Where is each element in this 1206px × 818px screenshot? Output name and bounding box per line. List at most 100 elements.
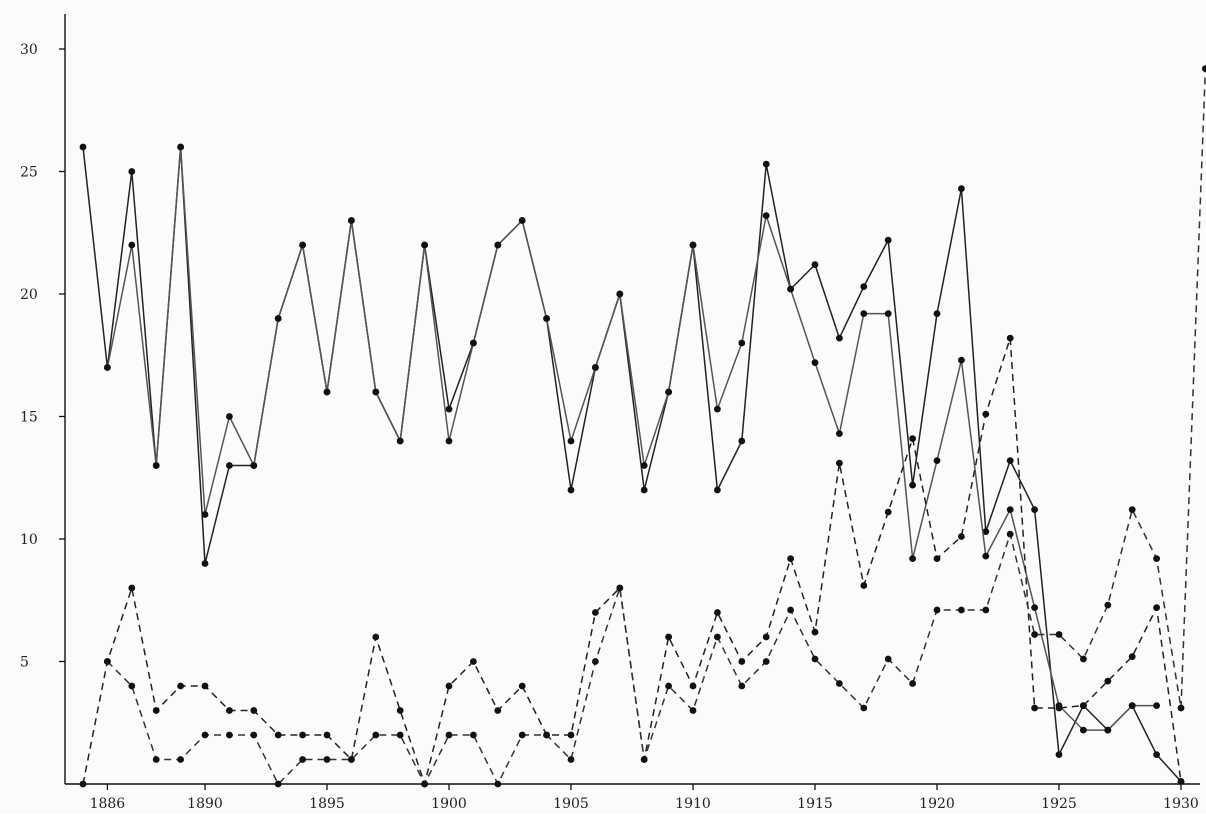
series-1-point [1055,751,1063,758]
series-2-point [714,405,721,413]
series-4-point [201,731,209,739]
series-2 [104,143,1160,734]
series-4-line [106,68,1206,785]
series-4-point [323,756,331,763]
series-2-point [909,555,916,562]
series-2-point [958,356,965,364]
y-tick-label: 25 [20,165,38,181]
series-3-point [177,682,185,690]
y-tick-label: 5 [20,655,29,671]
series-1-point [1006,457,1014,464]
series-4-point [128,682,136,690]
series-3-point [836,459,843,467]
series-1-point [640,486,648,494]
x-tick-label: 1890 [187,796,223,812]
series-4-point [348,756,355,763]
series-4-point [372,731,380,739]
series-3-point [323,731,331,739]
series-4-point [177,756,185,763]
series-2-point [982,552,990,560]
series-3-point [299,731,306,739]
series-3-point [372,633,380,641]
series-layer [79,65,1206,788]
series-1-point [445,405,453,413]
series-3-point [518,682,526,690]
series-2-point [128,241,136,249]
series-1-point [836,334,843,342]
series-3-point [201,682,209,690]
series-4-point [274,780,282,788]
series-3-point [396,707,404,714]
series-2-point [665,388,672,396]
series-1-point [567,486,575,494]
series-4-point [836,680,843,687]
series-3-point [787,555,794,562]
series-3-point [958,533,965,540]
series-4-point [884,655,892,663]
series-2-point [372,388,380,396]
series-3-point [445,682,453,690]
series-4-point [762,658,770,665]
series-3-point [567,731,575,739]
series-3-point [860,582,868,589]
series-4-point [787,606,794,614]
y-tick-label: 10 [20,532,38,548]
series-4-point [1177,704,1185,712]
axis-ticks: 5 10 15 20 25 30 1886 1890 1895 1900 1905 1910 1915 1… [20,42,1199,812]
series-1-point [860,283,868,290]
series-1-point [738,437,746,445]
series-3-point [665,633,672,641]
series-2-point [640,462,648,469]
series-3-point [1080,702,1087,709]
series-4-point [1202,65,1206,72]
series-3-point [714,609,721,616]
series-2-point [811,359,819,366]
series-2-point [1031,604,1038,611]
series-2-point [494,241,502,249]
x-tick-label: 1905 [553,796,589,812]
series-3-point [152,707,160,714]
series-4-point [958,606,965,614]
series-2-point [152,462,160,469]
series-2-point [1006,506,1014,513]
series-4-point [1153,555,1160,562]
series-2-point [299,241,306,249]
series-4-point [616,584,624,592]
series-1-point [128,168,136,175]
series-2-point [689,241,697,249]
series-1-point [884,236,892,244]
series-2-point [177,143,185,151]
series-2-point [616,290,624,298]
series-4-point [518,731,526,739]
series-3-point [79,780,87,788]
series-2-point [421,241,428,249]
series-1-point [226,462,233,469]
series-3-point [689,682,697,690]
series-2-point [250,462,258,469]
series-2-point [396,437,404,445]
series-3-point [1128,653,1136,660]
series-4-point [1031,631,1038,638]
series-3-point [226,707,233,714]
series-4-point [982,606,990,614]
series-2-point [104,364,111,371]
series-1-point [79,143,87,151]
series-2-point [1104,726,1112,734]
series-3-point [1055,704,1063,712]
series-3-point [494,707,502,714]
series-4-point [738,682,746,690]
series-1-point [933,310,941,317]
series-4-point [811,655,819,663]
x-tick-label: 1895 [309,796,345,812]
series-4-point [1055,631,1063,638]
series-4-point [1104,601,1112,609]
series-1-point [909,481,916,489]
series-2-point [787,285,794,293]
series-4-point [933,606,941,614]
series-1-point [811,261,819,268]
series-3-point [811,628,819,636]
series-3-point [1006,334,1014,342]
series-1-point [958,185,965,193]
